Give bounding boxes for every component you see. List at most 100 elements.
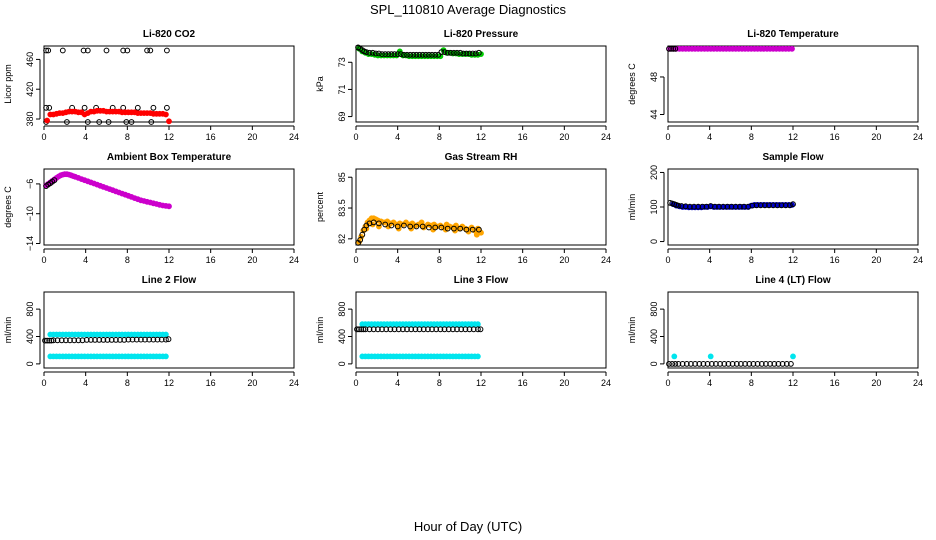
data-point <box>164 104 170 111</box>
data-point <box>395 326 402 333</box>
data-point <box>473 231 480 238</box>
data-point <box>429 326 435 333</box>
data-point <box>64 119 70 125</box>
data-point <box>120 47 127 54</box>
data-point <box>79 337 86 344</box>
data-point <box>767 361 773 367</box>
x-tick-label: 24 <box>601 378 611 388</box>
data-point <box>746 361 753 367</box>
y-axis-label: degrees C <box>627 63 637 105</box>
data-point <box>44 337 50 344</box>
series-raw <box>43 47 170 125</box>
y-tick-label: 48 <box>649 72 659 82</box>
x-tick-label: 12 <box>476 132 486 142</box>
data-point <box>678 203 685 209</box>
data-point <box>420 326 427 333</box>
data-point <box>394 223 401 230</box>
data-point <box>425 326 431 333</box>
plot-frame <box>667 168 919 246</box>
data-point <box>375 326 381 333</box>
data-point <box>691 203 697 210</box>
data-point <box>158 336 165 343</box>
panel-title: Li-820 Pressure <box>444 29 519 40</box>
series-avg <box>42 336 172 344</box>
data-point <box>472 50 479 57</box>
y-axis-label: percent <box>315 191 325 222</box>
x-tick-label: 0 <box>353 255 358 265</box>
y-axis-label: degrees C <box>3 186 13 228</box>
data-point <box>458 326 465 333</box>
panel-sampleflow: Sample Flow 0 4 8 12 16 20 24 0 100 200 ml/min <box>627 152 923 265</box>
data-point <box>683 361 690 367</box>
data-point <box>354 326 360 333</box>
x-tick-label: 16 <box>206 255 216 265</box>
figure-title: SPL_110810 Average Diagnostics <box>370 2 567 17</box>
data-point <box>44 117 50 124</box>
data-point <box>451 49 457 56</box>
data-point <box>51 177 58 184</box>
x-tick-label: 0 <box>353 132 358 142</box>
panel-title: Line 3 Flow <box>454 275 509 286</box>
x-tick-label: 16 <box>518 255 528 265</box>
data-point <box>672 361 679 367</box>
data-point <box>721 361 728 367</box>
x-axis-label: Hour of Day (UTC) <box>414 519 522 534</box>
data-point <box>666 45 672 52</box>
data-point <box>670 45 677 52</box>
data-point <box>475 321 481 328</box>
data-point <box>426 51 432 58</box>
y-tick-label: 800 <box>649 302 659 317</box>
data-point <box>444 225 451 232</box>
x-tick-label: 0 <box>41 255 46 265</box>
data-point <box>688 361 694 367</box>
x-tick-label: 16 <box>830 132 840 142</box>
data-point <box>469 226 476 233</box>
data-point <box>75 337 82 344</box>
x-tick-label: 0 <box>353 378 358 388</box>
data-point <box>163 336 169 343</box>
series-raw <box>43 171 172 210</box>
data-point <box>147 47 154 54</box>
data-point <box>460 50 467 57</box>
series-avg <box>666 361 794 367</box>
data-point <box>433 326 440 333</box>
panel-title: Line 2 Flow <box>142 275 197 286</box>
data-point <box>154 336 161 343</box>
data-point <box>388 51 395 57</box>
data-point <box>404 51 410 58</box>
x-tick-label: 4 <box>707 378 712 388</box>
data-point <box>728 203 735 210</box>
data-point <box>58 337 65 344</box>
x-tick-label: 4 <box>707 255 712 265</box>
data-point <box>462 326 469 333</box>
x-tick-label: 24 <box>601 255 611 265</box>
data-point <box>397 51 404 57</box>
x-tick-label: 0 <box>41 378 46 388</box>
data-point <box>166 203 172 210</box>
data-point <box>385 51 392 57</box>
x-tick-label: 12 <box>476 378 486 388</box>
data-point <box>422 51 429 58</box>
plot-frame <box>667 45 919 123</box>
y-tick-label: 85 <box>337 172 347 182</box>
data-point <box>376 50 382 57</box>
data-point <box>707 203 714 209</box>
data-point <box>419 51 426 58</box>
data-point <box>692 361 698 367</box>
x-tick-label: 4 <box>83 132 88 142</box>
x-tick-label: 20 <box>559 378 569 388</box>
x-tick-label: 8 <box>437 378 442 388</box>
y-tick-label: 400 <box>25 329 35 344</box>
x-tick-label: 8 <box>749 378 754 388</box>
x-tick-label: 4 <box>707 132 712 142</box>
x-tick-label: 12 <box>164 378 174 388</box>
data-point <box>80 47 87 54</box>
data-point <box>666 361 672 367</box>
x-tick-label: 0 <box>665 378 670 388</box>
x-tick-label: 8 <box>125 255 130 265</box>
x-tick-label: 20 <box>871 255 881 265</box>
data-point <box>42 337 48 344</box>
data-point <box>88 337 94 343</box>
data-point <box>363 49 370 55</box>
